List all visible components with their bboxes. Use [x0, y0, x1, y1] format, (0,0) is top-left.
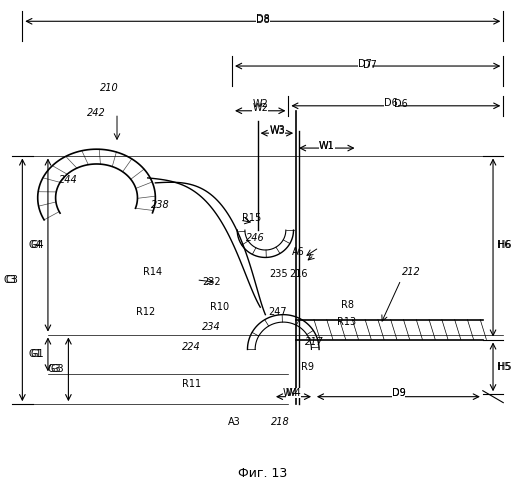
Text: 234: 234: [202, 322, 221, 332]
Text: R11: R11: [181, 379, 201, 389]
Text: H6: H6: [498, 240, 512, 250]
Text: D9: D9: [392, 388, 405, 398]
Text: R15: R15: [242, 212, 262, 222]
Text: D9: D9: [392, 388, 405, 398]
Text: G3: G3: [47, 364, 61, 374]
Text: G3: G3: [50, 364, 64, 374]
Text: 238: 238: [151, 200, 170, 210]
Text: W2: W2: [252, 100, 268, 110]
Text: H5: H5: [497, 362, 511, 372]
Text: W3: W3: [269, 124, 285, 134]
Text: D7: D7: [363, 60, 377, 70]
Text: C3: C3: [5, 275, 18, 285]
Text: G4: G4: [30, 240, 44, 250]
Text: C3: C3: [3, 275, 16, 285]
Text: 224: 224: [182, 342, 201, 352]
Text: 217: 217: [305, 337, 323, 347]
Text: 216: 216: [289, 269, 308, 279]
Text: H6: H6: [497, 240, 511, 250]
Text: W4: W4: [285, 388, 302, 398]
Text: 212: 212: [402, 268, 421, 278]
Text: 246: 246: [246, 232, 265, 242]
Text: W1: W1: [319, 140, 335, 150]
Text: D6: D6: [384, 98, 398, 108]
Text: 244: 244: [59, 176, 78, 186]
Text: R9: R9: [301, 362, 314, 372]
Text: H5: H5: [498, 362, 512, 372]
Text: 210: 210: [100, 84, 119, 94]
Text: 242: 242: [87, 108, 106, 118]
Text: A3: A3: [228, 416, 241, 426]
Text: 235: 235: [269, 269, 288, 279]
Text: G1: G1: [30, 350, 44, 360]
Text: G1: G1: [28, 350, 42, 360]
Text: D6: D6: [394, 100, 408, 110]
Text: W3: W3: [269, 126, 285, 136]
Text: R10: R10: [210, 302, 229, 312]
Text: R12: R12: [136, 307, 155, 317]
Text: W1: W1: [319, 140, 335, 150]
Text: 247: 247: [268, 307, 287, 317]
Text: R8: R8: [341, 300, 354, 310]
Text: A6: A6: [292, 248, 305, 258]
Text: G4: G4: [28, 240, 42, 250]
Text: W4: W4: [283, 388, 299, 398]
Text: R14: R14: [143, 268, 162, 278]
Text: Фиг. 13: Фиг. 13: [238, 467, 288, 480]
Text: 218: 218: [271, 416, 290, 426]
Text: D8: D8: [256, 15, 270, 25]
Text: D8: D8: [256, 14, 270, 24]
Text: R13: R13: [336, 317, 356, 327]
Text: W2: W2: [252, 104, 268, 114]
Text: D7: D7: [358, 58, 372, 68]
Text: 232: 232: [202, 278, 221, 287]
